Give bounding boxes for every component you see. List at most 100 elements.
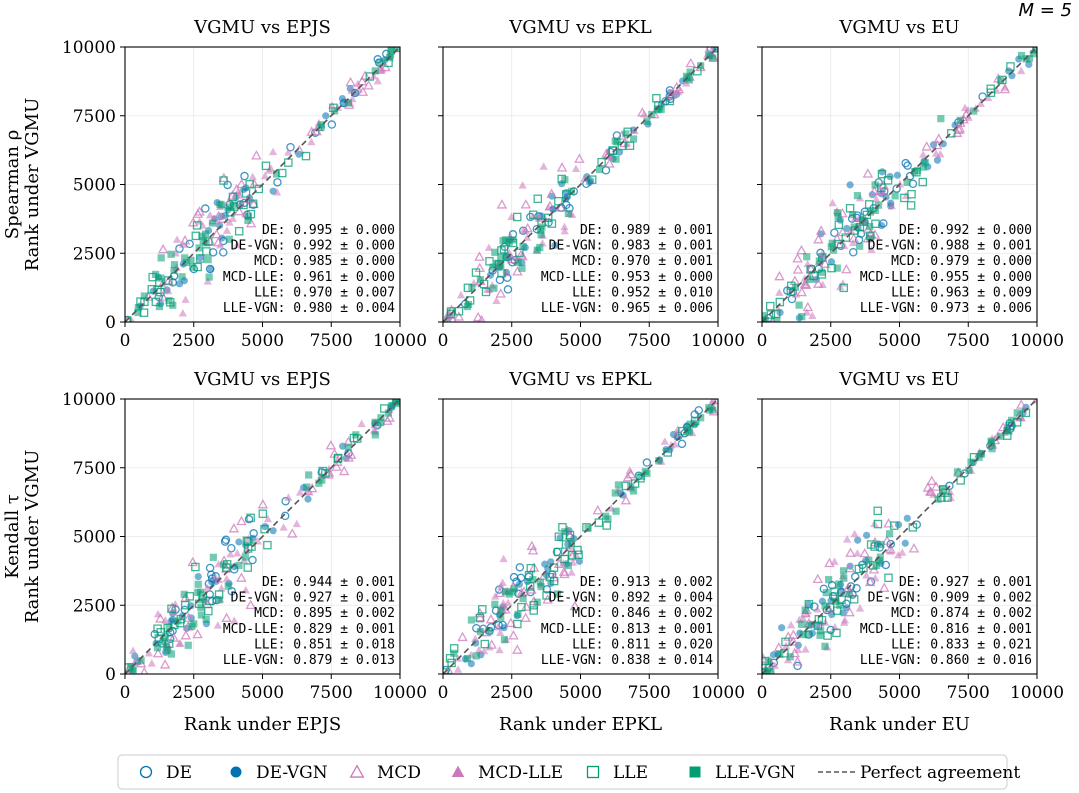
data-point [819, 258, 831, 268]
x-tick-label: 5000 [878, 683, 921, 703]
stat-line: DE: 0.989 ± 0.001 [580, 223, 713, 238]
data-point [863, 531, 871, 539]
x-tick-label: 7500 [628, 331, 671, 351]
data-point [886, 530, 894, 538]
data-point [775, 297, 785, 307]
data-point [677, 439, 687, 449]
data-point [867, 245, 876, 254]
x-tick-label: 7500 [947, 331, 990, 351]
data-point [639, 109, 649, 118]
data-point [345, 449, 357, 459]
data-point [304, 495, 312, 503]
data-point [970, 107, 978, 115]
data-point [456, 290, 466, 299]
data-point [883, 176, 893, 185]
data-point [213, 621, 223, 629]
legend-label: LLE-VGN [715, 763, 796, 783]
data-point [359, 70, 371, 80]
data-point [549, 576, 559, 586]
data-point [516, 573, 526, 583]
stat-line: DE-VGN: 0.988 ± 0.001 [868, 239, 1032, 254]
data-point [796, 286, 808, 297]
y-tick-label: 2500 [73, 596, 116, 616]
data-point [936, 150, 945, 158]
data-point [338, 465, 350, 476]
data-point [782, 631, 794, 641]
stat-line: LLE: 0.851 ± 0.018 [254, 637, 395, 652]
data-point [178, 308, 187, 317]
data-point [612, 155, 620, 163]
data-point [884, 573, 893, 583]
data-point [764, 658, 772, 666]
stat-line: MCD: 0.895 ± 0.002 [254, 606, 395, 621]
x-tick-label: 0 [120, 683, 131, 703]
data-point [241, 189, 251, 198]
data-point [468, 284, 476, 292]
data-point [153, 624, 162, 633]
data-point [195, 217, 204, 225]
data-point [603, 150, 614, 160]
data-point [833, 209, 842, 217]
data-point [246, 513, 255, 523]
data-point [474, 611, 486, 622]
data-point [575, 557, 584, 565]
stat-line: LLE-VGN: 0.965 ± 0.006 [541, 301, 713, 316]
data-point [567, 539, 576, 547]
data-point [472, 311, 484, 322]
data-point [997, 421, 1009, 432]
data-point [604, 158, 615, 168]
data-point [170, 266, 178, 275]
data-point [976, 99, 985, 107]
data-point [1015, 399, 1027, 409]
data-point [128, 646, 138, 654]
data-point [812, 573, 824, 584]
data-point [569, 600, 581, 611]
data-point [489, 263, 497, 271]
data-point [281, 496, 290, 506]
y-tick-label: 10000 [62, 390, 116, 410]
data-point [453, 311, 465, 321]
data-point [217, 213, 229, 223]
data-point [913, 166, 922, 175]
data-point [821, 642, 829, 650]
data-point [801, 606, 809, 614]
data-point [484, 243, 494, 251]
data-point [766, 301, 775, 311]
data-point [345, 76, 356, 87]
data-point [642, 458, 652, 467]
x-tick-label: 2500 [172, 683, 215, 703]
data-point [705, 52, 713, 60]
x-tick-label: 0 [757, 331, 768, 351]
data-point [894, 521, 903, 529]
data-point [529, 606, 538, 615]
data-point [665, 96, 675, 106]
data-point [463, 654, 471, 663]
data-point [655, 457, 663, 465]
data-point [520, 199, 532, 209]
data-point [821, 602, 829, 610]
data-point [1003, 427, 1011, 435]
data-point [620, 494, 632, 505]
data-point [844, 606, 855, 617]
data-point [906, 201, 916, 210]
data-point [988, 445, 996, 453]
stat-line: MCD-LLE: 0.813 ± 0.001 [541, 622, 713, 637]
data-point [1000, 83, 1010, 91]
data-point [830, 622, 840, 631]
data-point [543, 213, 553, 223]
data-point [183, 612, 195, 622]
legend-label: LLE [613, 763, 648, 783]
data-point [241, 553, 249, 561]
x-tick-label: 5000 [241, 331, 284, 351]
data-point [480, 646, 489, 655]
x-tick-label: 0 [438, 683, 449, 703]
data-point [476, 628, 485, 636]
y-tick-label: 7500 [73, 459, 116, 479]
data-point [307, 137, 316, 146]
data-point [933, 156, 942, 164]
data-point [529, 576, 537, 584]
data-point [480, 639, 490, 649]
data-point [871, 181, 879, 189]
data-point [862, 168, 874, 178]
